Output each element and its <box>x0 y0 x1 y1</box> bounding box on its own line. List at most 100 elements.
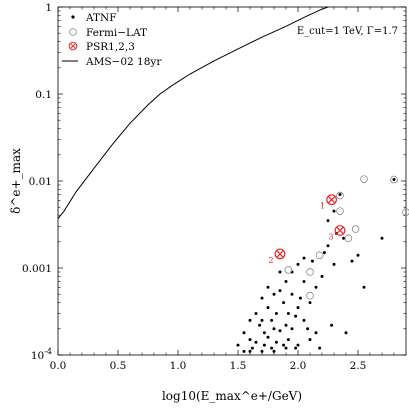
atnf-point <box>260 349 264 353</box>
atnf-point <box>298 296 302 300</box>
series-layer: 1 2 3 <box>57 6 409 353</box>
psr-label: 3 <box>328 232 333 241</box>
atnf-point <box>274 340 278 344</box>
legend-ams-label: AMS−02 18yr <box>85 56 162 68</box>
atnf-point <box>248 318 252 322</box>
atnf-point <box>272 349 276 353</box>
atnf-point <box>290 292 294 296</box>
atnf-point <box>326 244 330 248</box>
psr-point <box>326 194 338 206</box>
atnf-point <box>282 301 286 305</box>
atnf-point <box>262 331 266 335</box>
x-tick-label: 2.0 <box>290 360 307 372</box>
atnf-point <box>282 343 286 347</box>
atnf-point <box>284 323 288 327</box>
atnf-point <box>242 331 246 335</box>
x-tick-label: 1.0 <box>170 360 187 372</box>
fermi-point <box>351 225 360 233</box>
fermi-point <box>360 175 368 183</box>
atnf-point <box>260 296 264 300</box>
x-tick-label: 0.0 <box>50 360 67 372</box>
atnf-point <box>278 329 282 333</box>
atnf-point <box>260 318 264 322</box>
legend-atnf-marker <box>71 15 75 19</box>
fermi-point <box>284 266 293 274</box>
atnf-point <box>270 318 274 322</box>
psr-marker-cross <box>327 195 336 204</box>
atnf-point <box>262 343 266 347</box>
annotation-text: E_cut=1 TeV, Γ=1.7 <box>297 26 398 37</box>
atnf-point <box>284 279 288 283</box>
x-tick-label: 0.5 <box>110 360 127 372</box>
psr-marker-ring <box>326 194 338 206</box>
atnf-point <box>322 251 326 255</box>
atnf-point <box>362 285 366 289</box>
atnf-point <box>286 338 290 342</box>
y-axis-label: δ^e+_max <box>9 148 23 214</box>
psr-label: 2 <box>268 256 273 265</box>
atnf-point <box>266 335 270 339</box>
psr-marker-ring <box>274 248 286 260</box>
psr-marker-cross <box>336 226 344 235</box>
atnf-point <box>330 323 334 327</box>
fermi-point <box>390 175 398 184</box>
x-axis-label: log10(E_max^e+/GeV) <box>162 389 302 403</box>
atnf-point <box>266 306 270 310</box>
atnf-point <box>326 219 330 223</box>
atnf-point <box>270 346 274 350</box>
atnf-point <box>286 311 290 315</box>
legend-psr-label: PSR1,2,3 <box>86 41 135 53</box>
atnf-point <box>302 279 306 283</box>
atnf-point <box>356 253 360 257</box>
legend-atnf-label: ATNF <box>85 12 117 24</box>
atnf-point <box>314 331 318 335</box>
atnf-point <box>254 311 258 315</box>
fermi-point <box>306 268 314 276</box>
atnf-point <box>254 340 258 344</box>
atnf-point <box>248 349 252 353</box>
atnf-point <box>278 270 282 274</box>
x-tick-label: 2.5 <box>350 360 367 372</box>
y-tick-label: 1 <box>45 2 52 14</box>
atnf-point <box>248 338 252 342</box>
atnf-point <box>380 236 384 240</box>
fermi-point <box>336 207 344 215</box>
atnf-point <box>296 306 300 310</box>
y-tick-label: 0.01 <box>29 176 52 188</box>
atnf-point <box>266 285 270 289</box>
fermi-point <box>306 291 314 300</box>
x-tick-label: 1.5 <box>230 360 247 372</box>
atnf-point <box>242 349 246 353</box>
psr-point <box>274 248 286 260</box>
atnf-point <box>332 262 336 266</box>
atnf-point <box>278 289 282 293</box>
atnf-point <box>274 311 278 315</box>
psr-point <box>334 225 346 236</box>
atnf-point <box>308 338 312 342</box>
atnf-point <box>296 343 300 347</box>
atnf-point <box>294 314 298 318</box>
atnf-point <box>296 262 300 266</box>
atnf-point <box>302 256 306 260</box>
atnf-point <box>320 274 324 278</box>
atnf-point <box>332 209 336 213</box>
legend-fermi-label: Fermi−LAT <box>86 27 147 39</box>
atnf-point <box>294 346 298 350</box>
psr-marker-cross <box>276 250 284 258</box>
atnf-point <box>392 178 396 182</box>
atnf-point <box>318 346 322 350</box>
ams-sensitivity-line <box>57 6 329 219</box>
atnf-point <box>258 323 262 327</box>
fermi-point <box>315 251 324 260</box>
legend-fermi-marker <box>69 28 77 36</box>
legend: ATNF Fermi−LAT PSR1,2,3 AMS−02 18yr <box>62 12 162 68</box>
atnf-point <box>236 343 240 347</box>
atnf-point <box>290 327 294 331</box>
atnf-point <box>342 236 346 240</box>
atnf-point <box>250 346 254 350</box>
atnf-point <box>310 259 314 263</box>
atnf-point <box>272 292 276 296</box>
fermi-point <box>402 208 409 216</box>
